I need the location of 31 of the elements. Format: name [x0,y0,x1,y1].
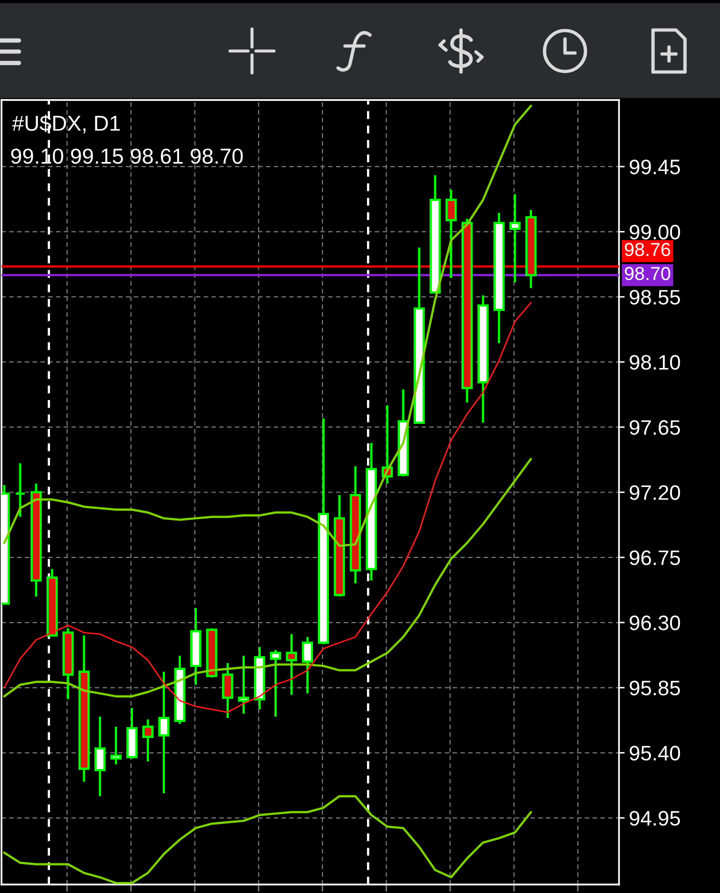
text: #U$DX, D1 [12,114,120,134]
ref-line-label: 98.76 [624,242,670,256]
candlestick [222,662,234,720]
y-tick-label: 97.65 [630,420,680,435]
candlestick [238,654,250,715]
candlestick [94,715,106,798]
candlestick [110,726,122,766]
y-tick-label: 95.40 [630,746,680,761]
candlestick [158,670,170,794]
candlestick [446,188,457,280]
y-tick-label: 96.75 [630,550,680,566]
candlestick [14,462,26,518]
line-series [4,302,532,713]
line-series [3,104,532,547]
text: 99.10 99.15 98.61 98.70 [11,148,243,164]
y-tick-label: 99.00 [630,224,680,240]
candlestick [286,632,298,696]
candlestick [302,636,314,695]
y-tick-label: 97.20 [630,485,680,500]
y-tick-label: 96.30 [630,616,680,630]
y-tick-label: 98.10 [630,354,680,370]
ref-line-label: 98.70 [624,266,670,280]
candlestick [270,648,282,718]
line-series [3,795,532,884]
y-tick-label: 95.85 [630,680,680,696]
candlestick [142,718,154,763]
line-series [3,458,532,698]
y-tick-label: 94.95 [630,810,680,826]
y-tick-label: 98.55 [630,290,680,305]
candlestick [509,192,521,284]
y-tick-label: 99.45 [630,160,680,174]
